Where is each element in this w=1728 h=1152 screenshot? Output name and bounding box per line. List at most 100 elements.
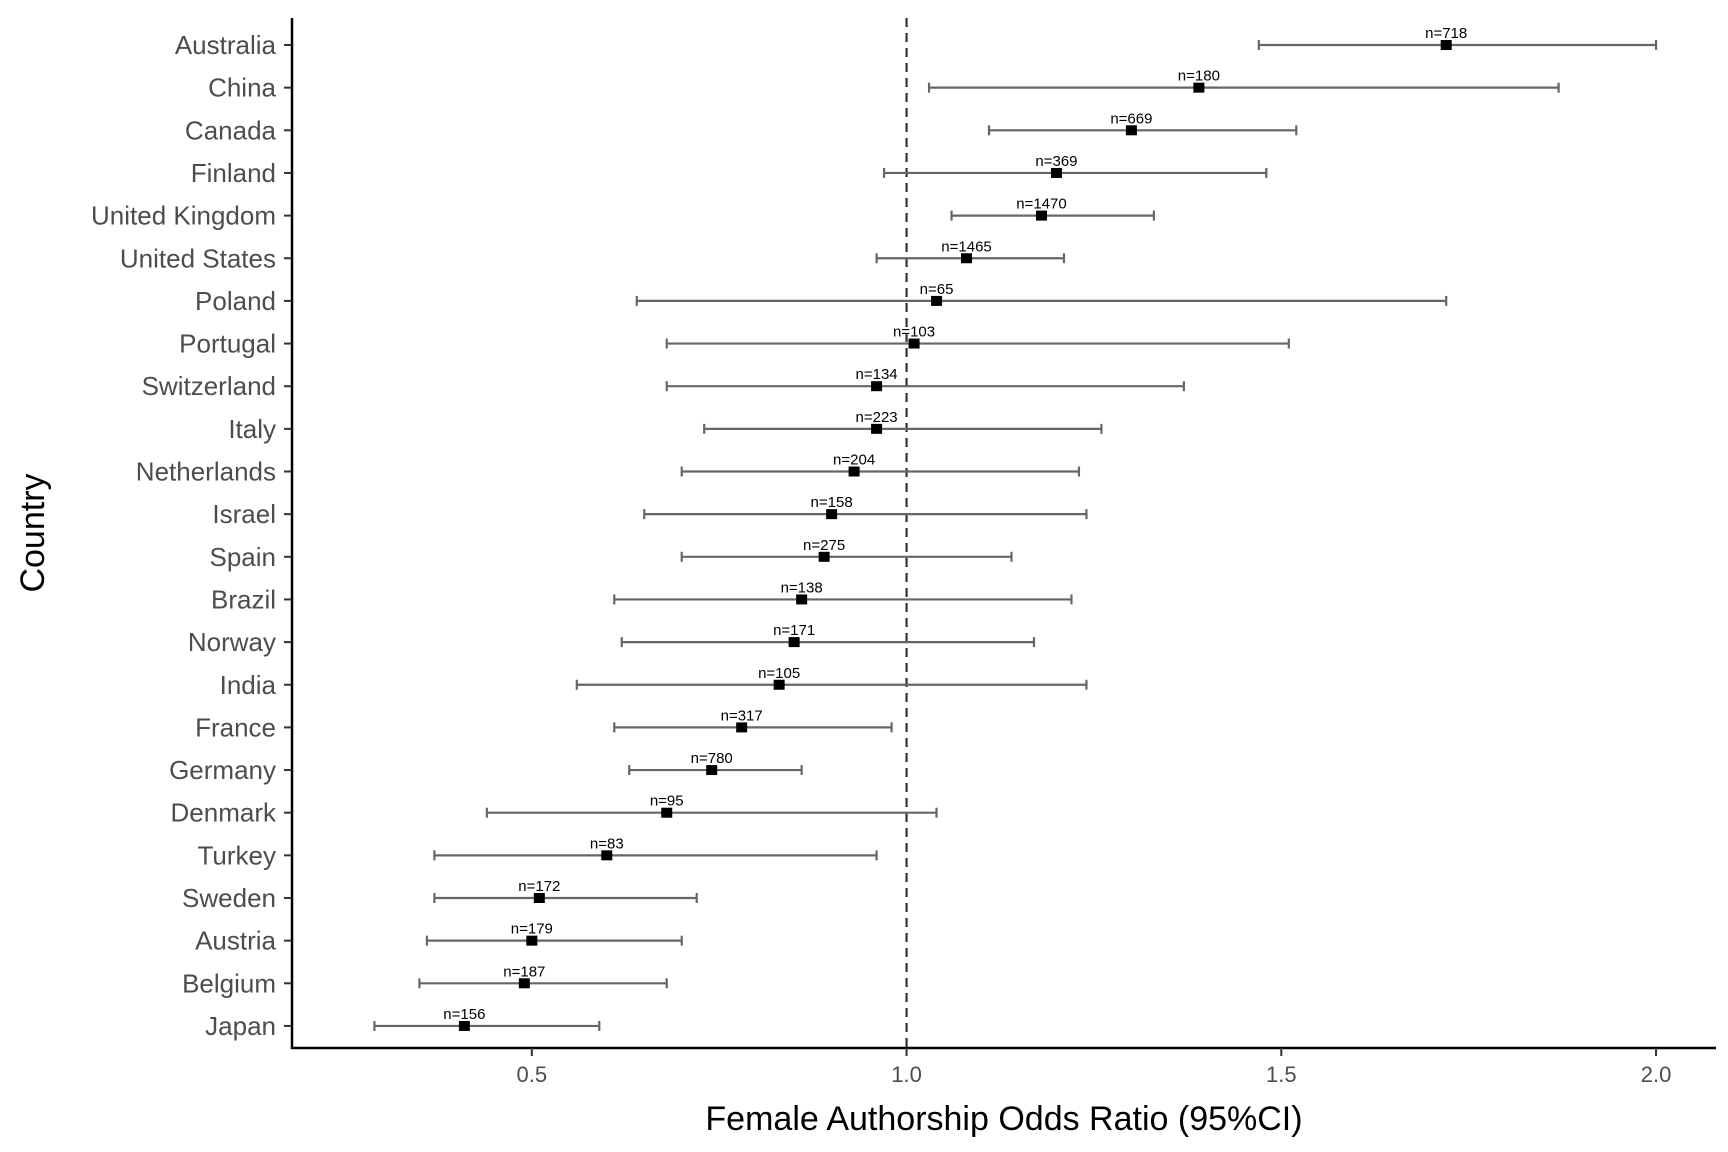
row-canada: n=669 Canada bbox=[185, 110, 1298, 145]
sample-size-label: n=179 bbox=[511, 921, 553, 938]
point-estimate bbox=[533, 893, 545, 903]
point-estimate bbox=[661, 807, 673, 818]
sample-size-label: n=171 bbox=[773, 622, 815, 639]
country-label: Denmark bbox=[171, 798, 277, 828]
country-label: Switzerland bbox=[142, 371, 276, 401]
row-united-states: n=1465 United States bbox=[120, 238, 1066, 273]
sample-size-label: n=180 bbox=[1178, 68, 1220, 85]
point-estimate bbox=[796, 594, 808, 605]
row-japan: n=156 Japan bbox=[205, 1006, 601, 1041]
sample-size-label: n=105 bbox=[758, 665, 800, 682]
sample-size-label: n=275 bbox=[803, 537, 845, 554]
x-tick-label: 1.5 bbox=[1266, 1062, 1297, 1087]
row-india: n=105 India bbox=[220, 665, 1088, 700]
point-estimate bbox=[706, 765, 718, 776]
point-estimate bbox=[826, 509, 838, 520]
point-estimate bbox=[1440, 40, 1452, 50]
sample-size-label: n=669 bbox=[1110, 110, 1152, 127]
sample-size-label: n=156 bbox=[443, 1006, 485, 1023]
country-label: Italy bbox=[228, 414, 276, 444]
row-portugal: n=103 Portugal bbox=[179, 324, 1290, 359]
row-france: n=317 France bbox=[195, 707, 893, 742]
point-estimate bbox=[1125, 125, 1137, 136]
country-label: Norway bbox=[188, 627, 276, 657]
sample-size-label: n=172 bbox=[518, 878, 560, 895]
sample-size-label: n=317 bbox=[721, 707, 763, 724]
country-label: Turkey bbox=[198, 840, 277, 870]
row-turkey: n=83 Turkey bbox=[198, 835, 878, 870]
point-estimate bbox=[518, 978, 530, 989]
row-austria: n=179 Austria bbox=[195, 921, 683, 956]
country-label: Australia bbox=[175, 30, 277, 60]
point-estimate bbox=[961, 253, 973, 264]
sample-size-label: n=134 bbox=[856, 366, 898, 383]
point-estimate bbox=[871, 423, 883, 434]
point-estimate bbox=[773, 679, 785, 690]
sample-size-label: n=95 bbox=[650, 793, 684, 810]
point-estimate bbox=[871, 381, 883, 392]
country-label: United States bbox=[120, 243, 276, 273]
x-tick-label: 0.5 bbox=[517, 1062, 548, 1087]
row-belgium: n=187 Belgium bbox=[182, 963, 668, 998]
point-estimate bbox=[1193, 82, 1205, 93]
sample-size-label: n=187 bbox=[503, 963, 545, 980]
y-axis-title: Country bbox=[14, 473, 52, 592]
row-netherlands: n=204 Netherlands bbox=[136, 452, 1081, 487]
point-estimate bbox=[818, 551, 830, 562]
row-spain: n=275 Spain bbox=[210, 537, 1013, 572]
point-estimate bbox=[526, 935, 538, 946]
row-poland: n=65 Poland bbox=[195, 281, 1448, 316]
point-estimate bbox=[1050, 167, 1062, 178]
sample-size-label: n=1465 bbox=[941, 238, 991, 255]
country-label: Germany bbox=[169, 755, 276, 785]
x-tick-label: 2.0 bbox=[1641, 1062, 1672, 1087]
sample-size-label: n=780 bbox=[691, 750, 733, 767]
sample-size-label: n=223 bbox=[856, 409, 898, 426]
row-united-kingdom: n=1470 United Kingdom bbox=[91, 196, 1155, 231]
point-estimate bbox=[458, 1020, 470, 1031]
point-estimate bbox=[931, 295, 943, 306]
country-label: Finland bbox=[191, 158, 276, 188]
x-tick-label: 1.0 bbox=[891, 1062, 922, 1087]
x-axis-title: Female Authorship Odds Ratio (95%CI) bbox=[705, 1100, 1302, 1138]
country-label: Japan bbox=[205, 1011, 276, 1041]
point-estimate bbox=[788, 637, 800, 648]
sample-size-label: n=138 bbox=[781, 579, 823, 596]
country-label: India bbox=[220, 670, 277, 700]
row-italy: n=223 Italy bbox=[228, 409, 1103, 444]
row-australia: n=718 Australia bbox=[175, 25, 1658, 60]
point-estimate bbox=[736, 722, 748, 733]
point-estimate bbox=[908, 338, 920, 349]
country-label: Brazil bbox=[211, 584, 276, 614]
country-label: Portugal bbox=[179, 329, 276, 359]
sample-size-label: n=204 bbox=[833, 452, 875, 469]
country-label: Poland bbox=[195, 286, 276, 316]
row-switzerland: n=134 Switzerland bbox=[142, 366, 1185, 401]
row-china: n=180 China bbox=[208, 68, 1560, 103]
row-brazil: n=138 Brazil bbox=[211, 579, 1073, 614]
country-label: France bbox=[195, 712, 276, 742]
country-label: Belgium bbox=[182, 968, 276, 998]
country-label: Israel bbox=[212, 499, 276, 529]
country-label: Sweden bbox=[182, 883, 276, 913]
row-israel: n=158 Israel bbox=[212, 494, 1088, 529]
row-germany: n=780 Germany bbox=[169, 750, 803, 785]
sample-size-label: n=369 bbox=[1035, 153, 1077, 170]
row-denmark: n=95 Denmark bbox=[171, 793, 938, 828]
country-label: China bbox=[208, 73, 276, 103]
point-estimate bbox=[601, 850, 613, 861]
sample-size-label: n=158 bbox=[811, 494, 853, 511]
country-label: Spain bbox=[210, 542, 277, 572]
country-label: Netherlands bbox=[136, 457, 276, 487]
axes: 0.5 1.0 1.5 2.0 bbox=[290, 18, 1716, 1087]
country-rows: n=718 Australia n=180 China n=669 Canada n=369… bbox=[91, 25, 1658, 1041]
point-estimate bbox=[1035, 210, 1047, 221]
sample-size-label: n=103 bbox=[893, 324, 935, 341]
sample-size-label: n=718 bbox=[1425, 25, 1467, 42]
sample-size-label: n=1470 bbox=[1016, 196, 1066, 213]
row-norway: n=171 Norway bbox=[188, 622, 1036, 657]
sample-size-label: n=65 bbox=[920, 281, 954, 298]
country-label: United Kingdom bbox=[91, 201, 276, 231]
row-sweden: n=172 Sweden bbox=[182, 878, 698, 913]
